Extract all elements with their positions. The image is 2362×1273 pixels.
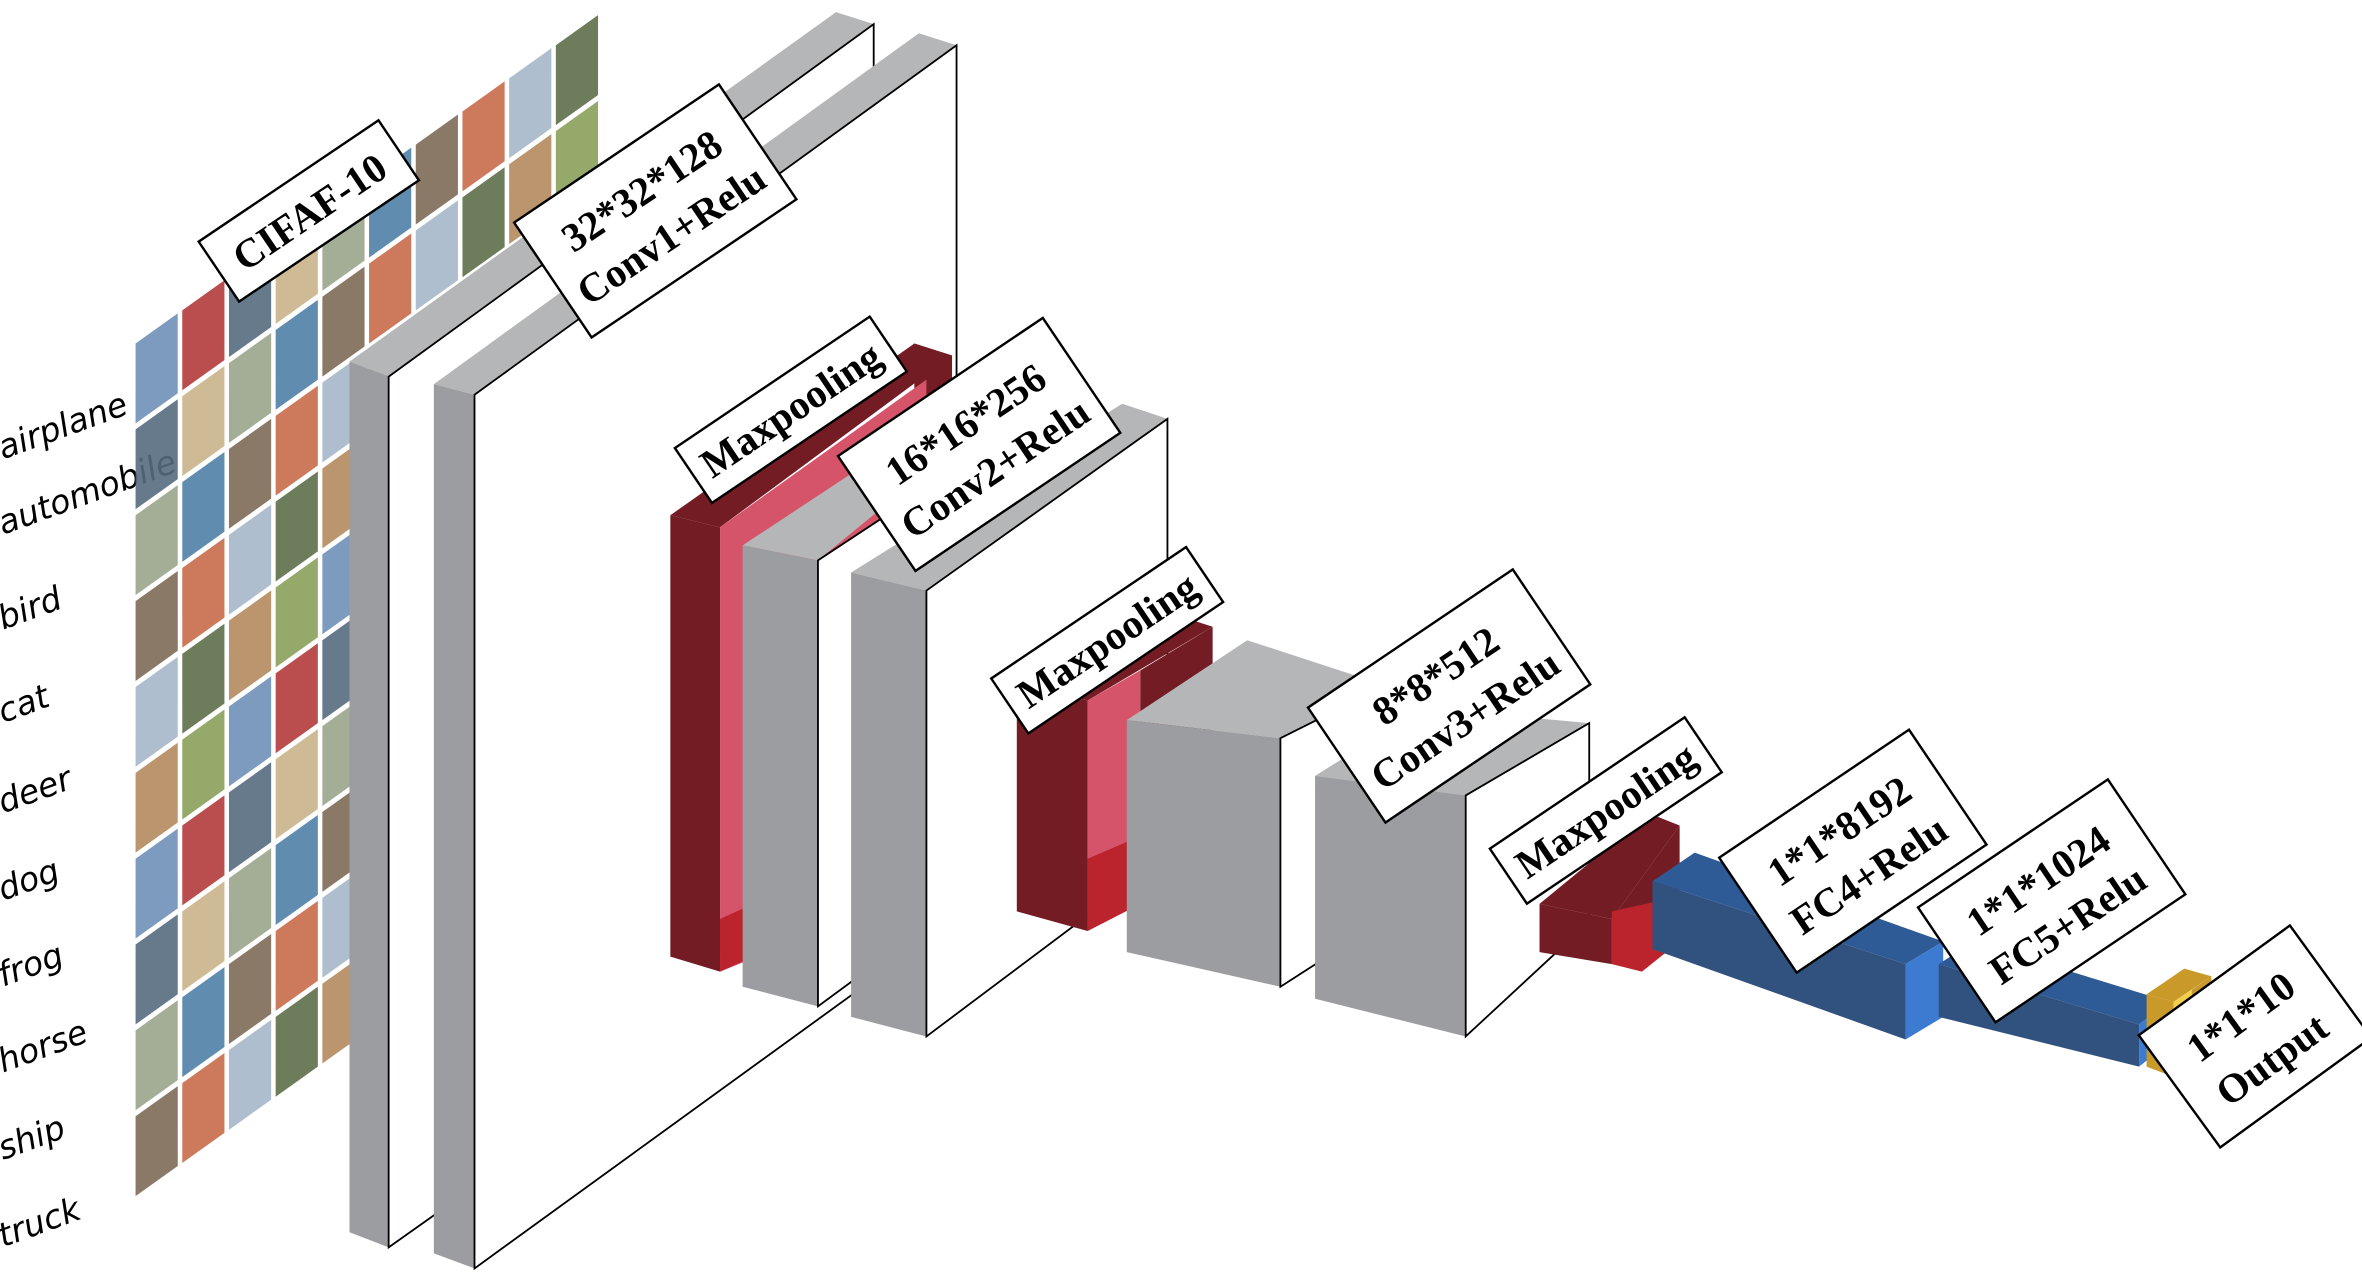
- image-thumbnail: [228, 676, 272, 787]
- image-thumbnail: [228, 332, 272, 443]
- conv2-label: 16*16*256 Conv2+Relu: [836, 316, 1122, 573]
- image-thumbnail: [228, 762, 272, 873]
- image-thumbnail: [182, 967, 225, 1078]
- image-thumbnail: [182, 451, 225, 562]
- image-thumbnail: [275, 557, 318, 668]
- class-label-truck: truck: [0, 1189, 87, 1255]
- image-thumbnail: [415, 114, 458, 225]
- class-label-airplane: airplane: [0, 384, 133, 467]
- image-thumbnail: [182, 366, 225, 477]
- image-thumbnail: [135, 1000, 178, 1111]
- image-thumbnail: [555, 15, 599, 126]
- image-thumbnail: [182, 709, 225, 820]
- class-label-dog: dog: [0, 850, 64, 908]
- image-thumbnail: [275, 900, 318, 1011]
- image-thumbnail: [228, 848, 272, 959]
- image-thumbnail: [228, 418, 272, 529]
- image-thumbnail: [182, 537, 225, 648]
- image-thumbnail: [135, 313, 178, 424]
- image-thumbnail: [462, 167, 505, 278]
- image-thumbnail: [135, 656, 178, 767]
- image-thumbnail: [135, 570, 178, 681]
- image-thumbnail: [182, 795, 225, 906]
- image-thumbnail: [135, 742, 178, 853]
- image-thumbnail: [509, 48, 552, 159]
- image-thumbnail: [275, 471, 318, 582]
- image-thumbnail: [182, 623, 225, 734]
- image-thumbnail: [182, 1053, 225, 1163]
- image-thumbnail: [182, 881, 225, 992]
- image-thumbnail: [228, 1019, 272, 1130]
- class-label-deer: deer: [0, 758, 79, 821]
- class-label-horse: horse: [0, 1012, 93, 1080]
- image-thumbnail: [135, 485, 178, 596]
- image-thumbnail: [369, 233, 412, 344]
- image-thumbnail: [228, 590, 272, 701]
- image-thumbnail: [135, 1086, 178, 1197]
- output-label: 1*1*10 Output: [2137, 923, 2362, 1150]
- image-thumbnail: [275, 299, 318, 410]
- image-thumbnail: [275, 815, 318, 925]
- image-thumbnail: [275, 729, 318, 840]
- image-thumbnail: [135, 914, 178, 1025]
- fc4-label: 1*1*8192 FC4+Relu: [1717, 728, 1989, 975]
- image-thumbnail: [182, 280, 225, 391]
- image-thumbnail: [415, 200, 458, 311]
- class-label-frog: frog: [0, 935, 68, 994]
- image-thumbnail: [322, 266, 365, 377]
- conv1-plane2-side: [433, 384, 475, 1269]
- image-thumbnail: [135, 399, 178, 510]
- image-thumbnail: [462, 81, 505, 192]
- image-thumbnail: [228, 504, 272, 615]
- class-label-cat: cat: [0, 676, 55, 731]
- class-label-bird: bird: [0, 578, 68, 637]
- image-thumbnail: [275, 385, 318, 496]
- image-thumbnail: [275, 643, 318, 754]
- image-thumbnail: [275, 986, 318, 1097]
- class-label-ship: ship: [0, 1107, 70, 1167]
- image-thumbnail: [228, 934, 272, 1044]
- image-thumbnail: [135, 828, 178, 939]
- conv1-plane1-side: [349, 361, 389, 1248]
